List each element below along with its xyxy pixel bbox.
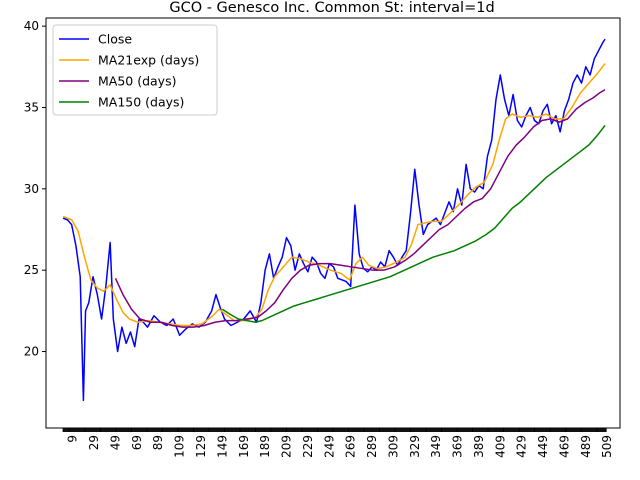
x-axis: 9 29 49 69 89 109 129 149 169 189 209 229 249 269 289 3… [62, 428, 614, 458]
x-tick-label-10: 209 [280, 435, 294, 458]
x-tick-label-2: 49 [108, 435, 122, 450]
x-tick-label-25: 509 [600, 435, 614, 458]
y-tick-label-1: 25 [24, 263, 39, 277]
x-tick-label-4: 89 [151, 435, 165, 450]
legend-label-0: Close [98, 32, 132, 47]
x-tick-label-8: 169 [237, 435, 251, 458]
x-tick-label-7: 149 [215, 435, 229, 458]
x-tick-label-15: 309 [386, 435, 400, 458]
x-tick-label-0: 9 [66, 435, 80, 443]
x-tick-label-17: 349 [429, 435, 443, 458]
y-tick-label-0: 20 [24, 345, 39, 359]
x-tick-label-24: 489 [579, 435, 593, 458]
x-tick-label-11: 229 [301, 435, 315, 458]
series-line-0 [62, 38, 606, 402]
x-tick-label-14: 289 [365, 435, 379, 458]
chart-title: GCO - Genesco Inc. Common St: interval=1… [169, 0, 494, 16]
x-tick-band [62, 428, 607, 432]
x-tick-label-16: 329 [408, 435, 422, 458]
series-layer [62, 38, 606, 402]
y-tick-label-2: 30 [24, 182, 39, 196]
x-tick-label-9: 189 [258, 435, 272, 458]
y-axis: 20 25 30 35 40 [24, 19, 46, 359]
legend-label-1: MA21exp (days) [98, 53, 199, 68]
x-tick-label-1: 29 [87, 435, 101, 450]
y-tick-label-3: 35 [24, 100, 39, 114]
legend-label-2: MA50 (days) [98, 74, 176, 89]
x-tick-label-19: 389 [472, 435, 486, 458]
x-tick-label-21: 429 [515, 435, 529, 458]
plot-area-frame [45, 17, 621, 429]
x-tick-label-18: 369 [451, 435, 465, 458]
x-tick-label-23: 469 [557, 435, 571, 458]
x-tick-label-5: 109 [173, 435, 187, 458]
series-line-3 [221, 124, 606, 323]
x-tick-label-3: 69 [130, 435, 144, 450]
legend-label-3: MA150 (days) [98, 95, 184, 110]
x-tick-label-22: 449 [536, 435, 550, 458]
series-line-2 [114, 88, 606, 328]
legend-box [52, 24, 218, 116]
x-tick-label-20: 409 [493, 435, 507, 458]
x-tick-label-12: 249 [322, 435, 336, 458]
y-tick-label-4: 40 [24, 19, 39, 33]
x-tick-label-13: 269 [344, 435, 358, 458]
x-tick-label-6: 129 [194, 435, 208, 458]
series-line-1 [62, 63, 606, 327]
legend: Close MA21exp (days) MA50 (days) MA150 (day… [52, 24, 218, 116]
